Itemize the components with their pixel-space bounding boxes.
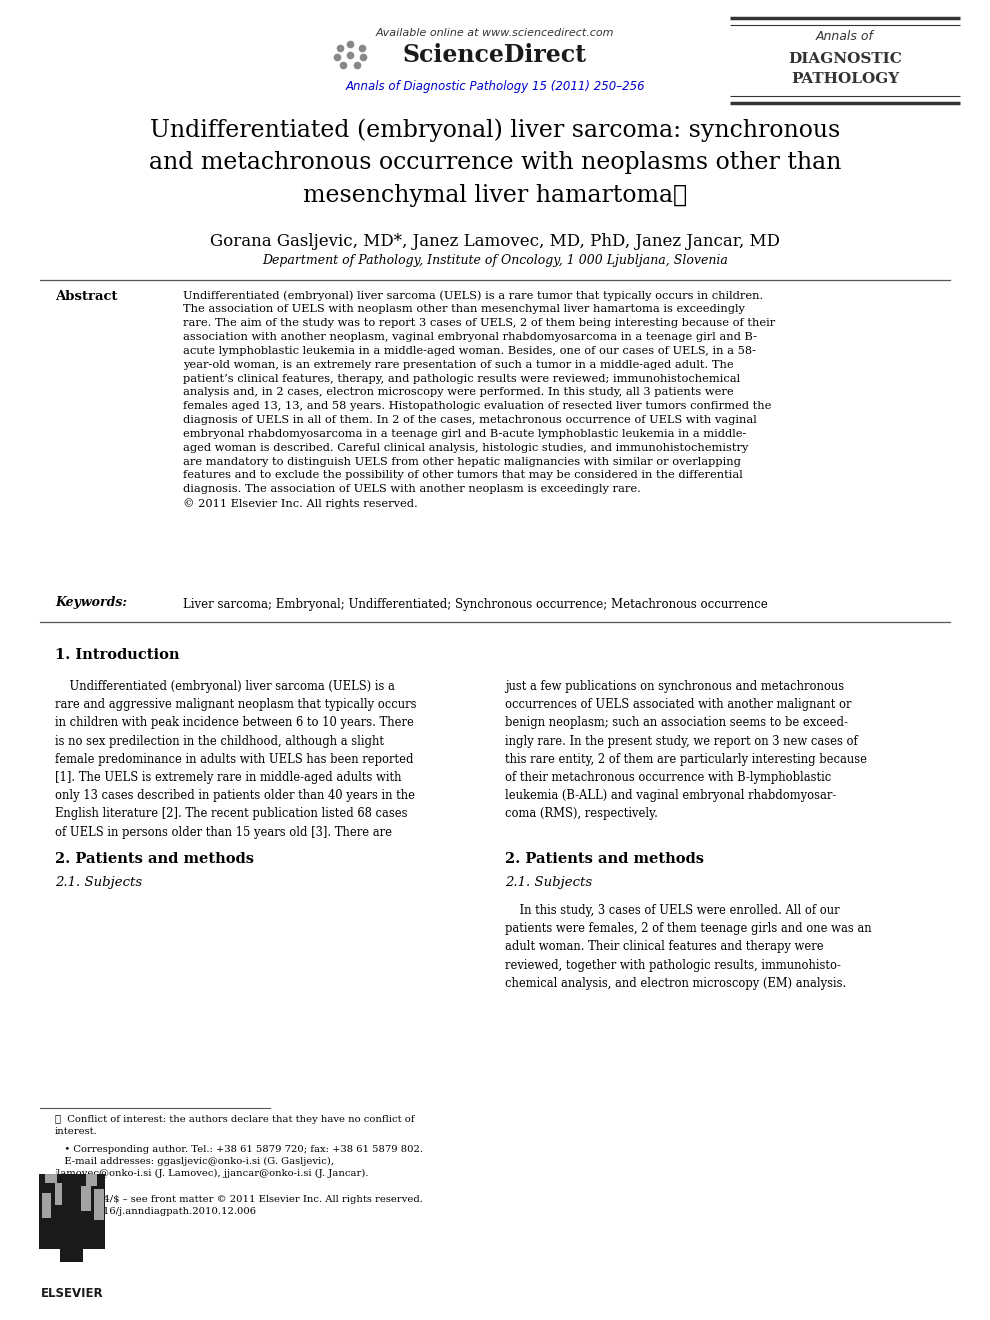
- FancyBboxPatch shape: [94, 1189, 104, 1220]
- Text: 1. Introduction: 1. Introduction: [55, 648, 179, 663]
- Text: • Corresponding author. Tel.: +38 61 5879 720; fax: +38 61 5879 802.
   E-mail a: • Corresponding author. Tel.: +38 61 587…: [55, 1144, 423, 1177]
- FancyBboxPatch shape: [86, 1173, 97, 1187]
- Text: Available online at www.sciencedirect.com: Available online at www.sciencedirect.co…: [376, 28, 614, 38]
- FancyBboxPatch shape: [25, 1253, 119, 1280]
- FancyBboxPatch shape: [46, 1170, 56, 1183]
- Text: Keywords:: Keywords:: [55, 597, 127, 609]
- Text: 2.1. Subjects: 2.1. Subjects: [55, 876, 143, 888]
- Text: just a few publications on synchronous and metachronous
occurrences of UELS asso: just a few publications on synchronous a…: [505, 680, 867, 821]
- Text: 1092-9134/$ – see front matter © 2011 Elsevier Inc. All rights reserved.
doi:10.: 1092-9134/$ – see front matter © 2011 El…: [55, 1195, 423, 1216]
- Text: PATHOLOGY: PATHOLOGY: [791, 73, 899, 86]
- Text: ScienceDirect: ScienceDirect: [403, 44, 587, 67]
- Text: DIAGNOSTIC: DIAGNOSTIC: [788, 51, 902, 66]
- Text: Undifferentiated (embryonal) liver sarcoma (UELS) is a rare tumor that typically: Undifferentiated (embryonal) liver sarco…: [183, 290, 775, 510]
- Text: ELSEVIER: ELSEVIER: [41, 1287, 103, 1300]
- Text: Annals of: Annals of: [816, 30, 874, 44]
- Text: In this study, 3 cases of UELS were enrolled. All of our
patients were females, : In this study, 3 cases of UELS were enro…: [505, 904, 871, 990]
- Text: Liver sarcoma; Embryonal; Undifferentiated; Synchronous occurrence; Metachronous: Liver sarcoma; Embryonal; Undifferentiat…: [183, 598, 768, 611]
- Text: Undifferentiated (embryonal) liver sarcoma (UELS) is a
rare and aggressive malig: Undifferentiated (embryonal) liver sarco…: [55, 680, 417, 838]
- Text: Annals of Diagnostic Pathology 15 (2011) 250–256: Annals of Diagnostic Pathology 15 (2011)…: [346, 81, 644, 92]
- Text: Gorana Gasljevic, MD*, Janez Lamovec, MD, PhD, Janez Jancar, MD: Gorana Gasljevic, MD*, Janez Lamovec, MD…: [210, 234, 780, 249]
- Text: 2.1. Subjects: 2.1. Subjects: [505, 876, 592, 888]
- FancyBboxPatch shape: [81, 1187, 91, 1212]
- Text: ☆  Conflict of interest: the authors declare that they have no conflict of
inter: ☆ Conflict of interest: the authors decl…: [55, 1115, 415, 1135]
- Text: Undifferentiated (embryonal) liver sarcoma: synchronous
and metachronous occurre: Undifferentiated (embryonal) liver sarco…: [148, 117, 842, 207]
- Text: Department of Pathology, Institute of Oncology, 1 000 Ljubljana, Slovenia: Department of Pathology, Institute of On…: [262, 253, 728, 267]
- Text: Abstract: Abstract: [55, 290, 118, 304]
- FancyBboxPatch shape: [60, 1224, 83, 1262]
- FancyBboxPatch shape: [54, 1183, 62, 1205]
- Text: 2. Patients and methods: 2. Patients and methods: [55, 851, 254, 866]
- FancyBboxPatch shape: [42, 1193, 51, 1217]
- Text: 2. Patients and methods: 2. Patients and methods: [505, 851, 704, 866]
- FancyBboxPatch shape: [39, 1173, 105, 1249]
